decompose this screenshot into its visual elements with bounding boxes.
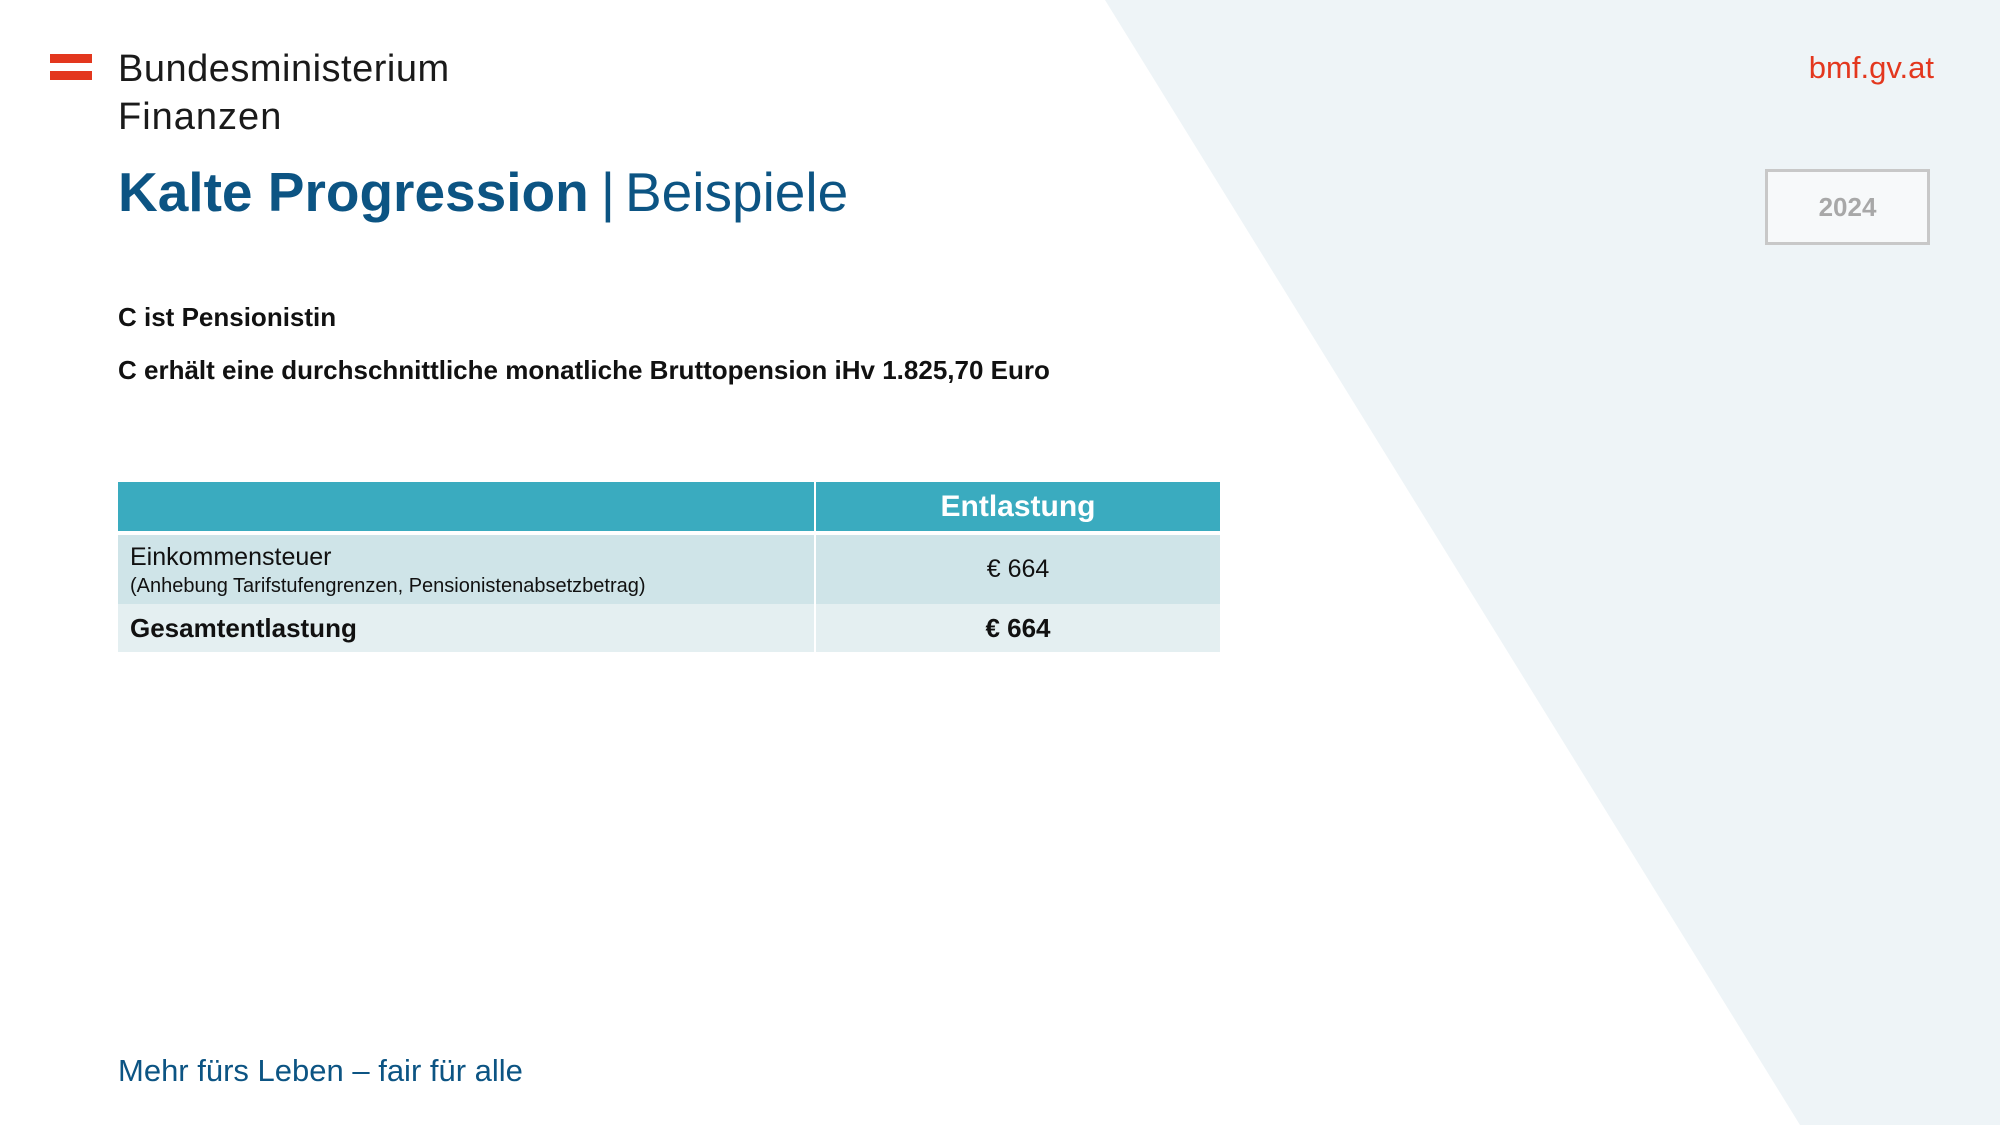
table-row-total: Gesamtentlastung € 664 [118, 604, 1220, 652]
table-row: Einkommensteuer (Anhebung Tarifstufengre… [118, 535, 1220, 604]
title-main: Kalte Progression [118, 161, 589, 223]
logo-text-ministry: Bundesministerium [118, 48, 450, 90]
row-label-income-tax: Einkommensteuer [130, 543, 332, 571]
title-separator: | [600, 161, 615, 223]
page-title: Kalte Progression | Beispiele [118, 160, 848, 224]
table-header-row: Entlastung [118, 482, 1220, 531]
row-value-total: € 664 [985, 613, 1051, 643]
year-badge: 2024 [1765, 169, 1930, 245]
table-cell-label: Einkommensteuer (Anhebung Tarifstufengre… [118, 535, 816, 604]
intro-line-2: C erhält eine durchschnittliche monatlic… [118, 355, 1050, 385]
table-header-relief-col: Entlastung [940, 490, 1096, 523]
table-header-label-col [118, 482, 816, 531]
footer-slogan: Mehr fürs Leben – fair für alle [118, 1053, 523, 1088]
austrian-flag-stripes-icon [50, 54, 92, 80]
intro-line-1: C ist Pensionistin [118, 302, 337, 332]
title-subtitle: Beispiele [625, 161, 849, 223]
row-value-income-tax: € 664 [986, 555, 1050, 583]
website-link[interactable]: bmf.gv.at [1808, 50, 1934, 85]
row-label-total: Gesamtentlastung [118, 604, 816, 652]
row-note-income-tax: (Anhebung Tarifstufengrenzen, Pensionist… [130, 575, 646, 597]
relief-table: Entlastung Einkommensteuer (Anhebung Tar… [118, 482, 1220, 652]
logo-text-finance: Finanzen [118, 96, 283, 138]
